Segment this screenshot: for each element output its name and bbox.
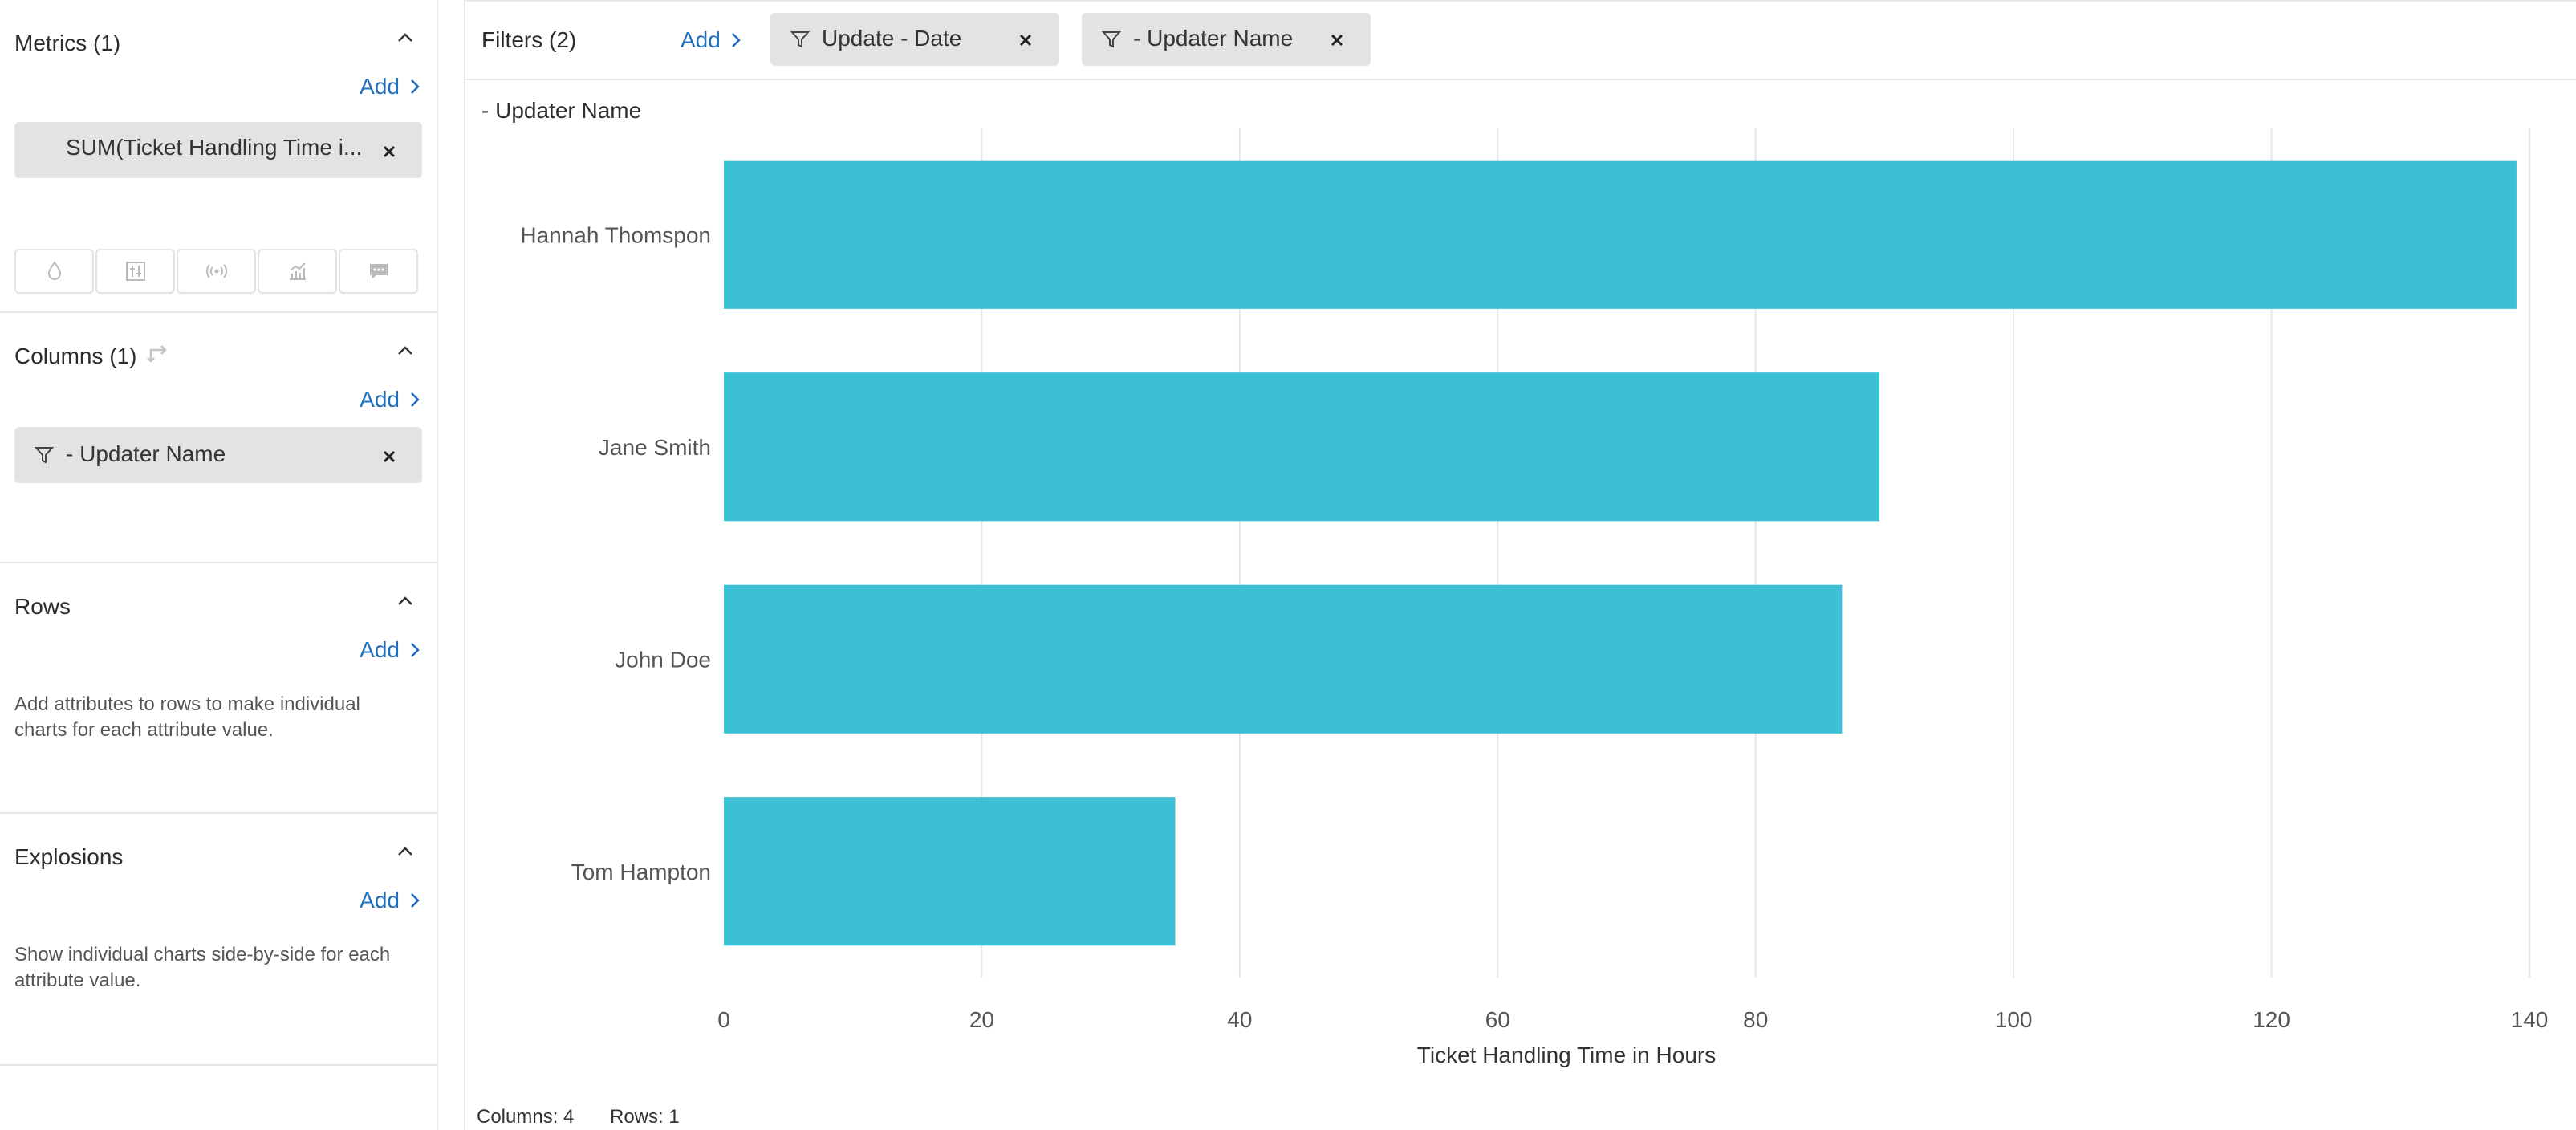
- metric-pill[interactable]: SUM(Ticket Handling Time i...: [14, 122, 422, 178]
- metrics-title: Metrics (1): [14, 30, 121, 55]
- column-pill[interactable]: - Updater Name: [14, 427, 422, 483]
- bar: [724, 372, 1879, 522]
- broadcast-button[interactable]: [177, 249, 256, 294]
- close-icon[interactable]: [1329, 32, 1345, 48]
- bar: [724, 584, 1843, 734]
- status-rows: Rows: 1: [610, 1106, 680, 1128]
- filter-chip-label: Update - Date: [822, 26, 962, 51]
- trend-chart-icon: [289, 262, 306, 280]
- rows-hint: Add attributes to rows to make individua…: [14, 693, 360, 741]
- chevron-right-icon: [731, 33, 741, 47]
- bar: [724, 160, 2517, 309]
- x-axis-label: Ticket Handling Time in Hours: [1417, 1043, 1716, 1067]
- x-tick-label: 100: [1995, 1007, 2033, 1032]
- bar-chart: Hannah Thomspon Jane Smith John Doe Tom Ham…: [520, 128, 2549, 1067]
- filters-add-button[interactable]: Add: [681, 27, 742, 53]
- rows-add-button[interactable]: Add: [360, 637, 421, 663]
- columns-section: Columns (1) Add - Updater Name: [0, 313, 437, 563]
- category-label: John Doe: [615, 647, 711, 672]
- metric-pill-label: SUM(Ticket Handling Time i...: [66, 135, 363, 160]
- trend-chart-button[interactable]: [258, 249, 337, 294]
- columns-add-button[interactable]: Add: [360, 387, 421, 413]
- category-label: Jane Smith: [599, 435, 711, 460]
- chevron-up-icon[interactable]: [393, 589, 417, 613]
- droplet-icon: [47, 261, 61, 280]
- chevron-right-icon: [411, 893, 420, 908]
- category-label: Tom Hampton: [571, 860, 711, 884]
- close-icon[interactable]: [380, 448, 398, 465]
- x-tick-label: 20: [969, 1007, 994, 1032]
- close-icon[interactable]: [1018, 32, 1034, 48]
- comment-icon: [369, 264, 388, 279]
- chevron-up-icon[interactable]: [393, 26, 417, 50]
- swap-icon[interactable]: [146, 340, 172, 366]
- filter-chip-updater-name[interactable]: - Updater Name: [1082, 13, 1371, 66]
- filter-chip-label: - Updater Name: [1133, 26, 1294, 51]
- explosions-section: Explosions Add Show individual charts si…: [0, 814, 437, 1066]
- close-icon[interactable]: [380, 143, 398, 161]
- rows-section: Rows Add Add attributes to rows to make …: [0, 563, 437, 814]
- chart-area: Filters (2) Add Update - Date - Updater …: [464, 0, 2576, 1130]
- sliders-button[interactable]: [95, 249, 175, 294]
- filter-bar: Filters (2) Add Update - Date - Updater …: [465, 0, 2576, 80]
- category-label: Hannah Thomspon: [520, 222, 711, 247]
- filters-label: Filters (2): [481, 27, 577, 52]
- chevron-right-icon: [411, 643, 420, 657]
- comment-button[interactable]: [339, 249, 418, 294]
- bar: [724, 797, 1176, 946]
- rows-add-label: Add: [360, 637, 400, 662]
- chevron-right-icon: [411, 392, 420, 407]
- columns-title: Columns (1): [14, 343, 137, 368]
- columns-add-label: Add: [360, 387, 400, 412]
- chevron-right-icon: [411, 79, 420, 94]
- viz-options: [14, 249, 418, 294]
- chart-header: - Updater Name: [481, 98, 642, 123]
- column-pill-label: - Updater Name: [66, 441, 226, 466]
- filter-icon: [790, 31, 811, 48]
- filter-icon[interactable]: [34, 445, 55, 465]
- explosions-add-button[interactable]: Add: [360, 888, 421, 913]
- rows-title: Rows: [14, 594, 71, 619]
- metrics-add-label: Add: [360, 74, 400, 99]
- explosions-title: Explosions: [14, 844, 124, 869]
- explosions-hint: Show individual charts side-by-side for …: [14, 944, 391, 991]
- metrics-add-button[interactable]: Add: [360, 74, 421, 100]
- chevron-up-icon[interactable]: [393, 339, 417, 363]
- x-tick-label: 0: [717, 1007, 730, 1032]
- x-tick-label: 40: [1227, 1007, 1252, 1032]
- filter-icon: [1101, 31, 1122, 48]
- x-tick-label: 80: [1743, 1007, 1768, 1032]
- filters-add-label: Add: [681, 27, 721, 52]
- x-tick-label: 60: [1485, 1007, 1510, 1032]
- droplet-button[interactable]: [14, 249, 94, 294]
- x-tick-label: 140: [2511, 1007, 2549, 1032]
- x-tick-label: 120: [2253, 1007, 2290, 1032]
- sliders-icon: [125, 262, 145, 281]
- explosions-add-label: Add: [360, 888, 400, 913]
- chevron-up-icon[interactable]: [393, 839, 417, 864]
- status-columns: Columns: 4: [477, 1106, 575, 1128]
- left-panel: Metrics (1) Add SUM(Ticket Handling Time…: [0, 0, 438, 1130]
- filter-chip-update-date[interactable]: Update - Date: [770, 13, 1059, 66]
- metrics-section: Metrics (1) Add SUM(Ticket Handling Time…: [0, 0, 437, 313]
- broadcast-icon: [205, 264, 227, 278]
